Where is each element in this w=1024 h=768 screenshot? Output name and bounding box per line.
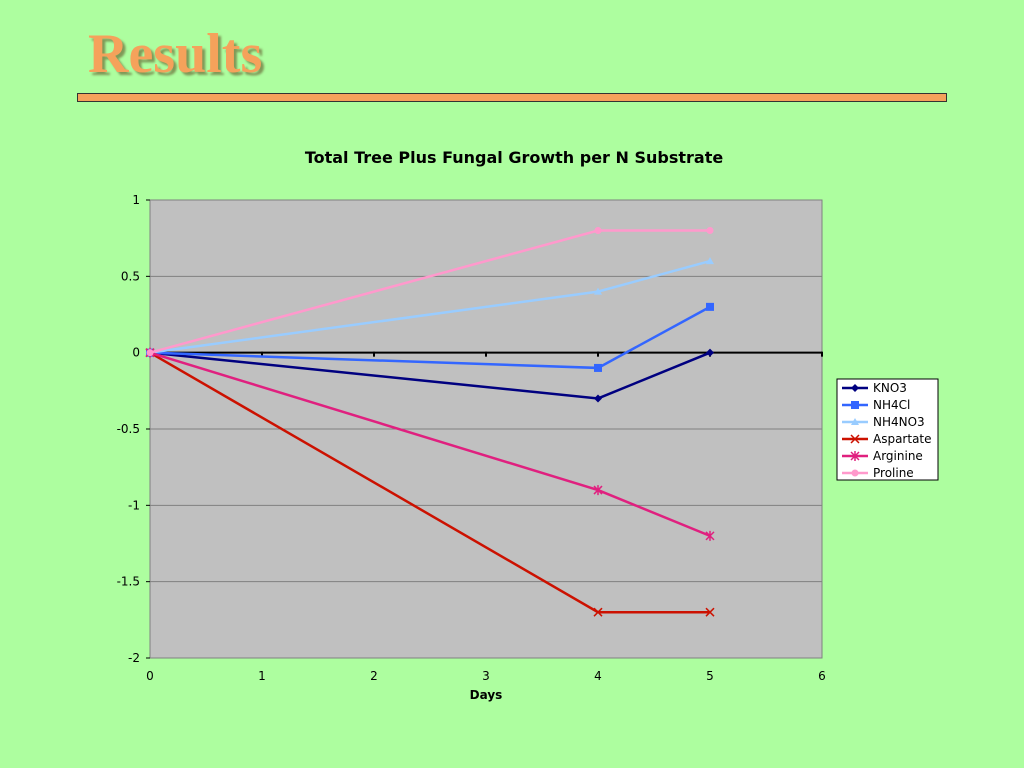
data-point (705, 607, 715, 617)
y-tick-label: -2 (128, 651, 140, 665)
x-tick-label: 0 (146, 669, 154, 683)
data-point (146, 349, 154, 357)
legend-item: NH4Cl (842, 398, 910, 412)
legend-marker (850, 434, 860, 444)
x-tick-label: 4 (594, 669, 602, 683)
y-tick-label: -1 (128, 498, 140, 512)
legend-marker (851, 469, 859, 477)
legend-marker (851, 418, 859, 425)
data-point (705, 530, 715, 541)
x-tick-label: 5 (706, 669, 714, 683)
tick-labels: 1 0.5 0 -0.5 -1 -1.5 -2 0 1 2 3 4 5 6 (117, 193, 826, 683)
legend-item: Aspartate (842, 432, 932, 446)
legend-label: NH4NO3 (873, 415, 925, 429)
x-tick-label: 1 (258, 669, 266, 683)
data-point (594, 287, 602, 295)
legend-item: NH4NO3 (842, 415, 925, 429)
data-point (706, 302, 714, 311)
y-tick-label: -1.5 (117, 575, 140, 589)
x-tick-label: 6 (818, 669, 826, 683)
data-point (594, 363, 602, 372)
y-tick-label: 1 (132, 193, 140, 207)
legend-marker (851, 384, 859, 392)
title-divider-bar (77, 93, 947, 102)
legend-item: KNO3 (842, 381, 907, 395)
legend-box (836, 378, 939, 481)
x-tick-label: 3 (482, 669, 490, 683)
legend-label: Arginine (873, 449, 923, 463)
data-point (594, 227, 602, 235)
series-proline (146, 227, 714, 357)
data-point (706, 348, 714, 357)
data-point (706, 227, 714, 235)
data-point (593, 607, 603, 617)
legend: KNO3 NH4Cl NH4NO3 Aspartate Arginine Proline (836, 378, 939, 481)
x-tick-label: 2 (370, 669, 378, 683)
x-axis-title: Days (470, 688, 503, 702)
chart-title: Total Tree Plus Fungal Growth per N Subs… (305, 148, 724, 167)
legend-marker (851, 401, 859, 409)
gridlines (150, 275, 822, 583)
legend-item: Proline (842, 466, 914, 480)
legend-marker (850, 451, 860, 461)
data-point (593, 485, 603, 496)
series-group (145, 227, 715, 617)
y-tick-label: 0 (132, 346, 140, 360)
slide-title: Results (88, 23, 263, 85)
legend-label: Proline (873, 466, 914, 480)
legend-label: KNO3 (873, 381, 907, 395)
legend-item: Arginine (842, 449, 923, 463)
data-point (594, 394, 602, 403)
y-tick-label: 0.5 (121, 269, 140, 283)
legend-label: NH4Cl (873, 398, 910, 412)
legend-label: Aspartate (873, 432, 932, 446)
data-point (706, 257, 714, 265)
y-tick-label: -0.5 (117, 422, 140, 436)
